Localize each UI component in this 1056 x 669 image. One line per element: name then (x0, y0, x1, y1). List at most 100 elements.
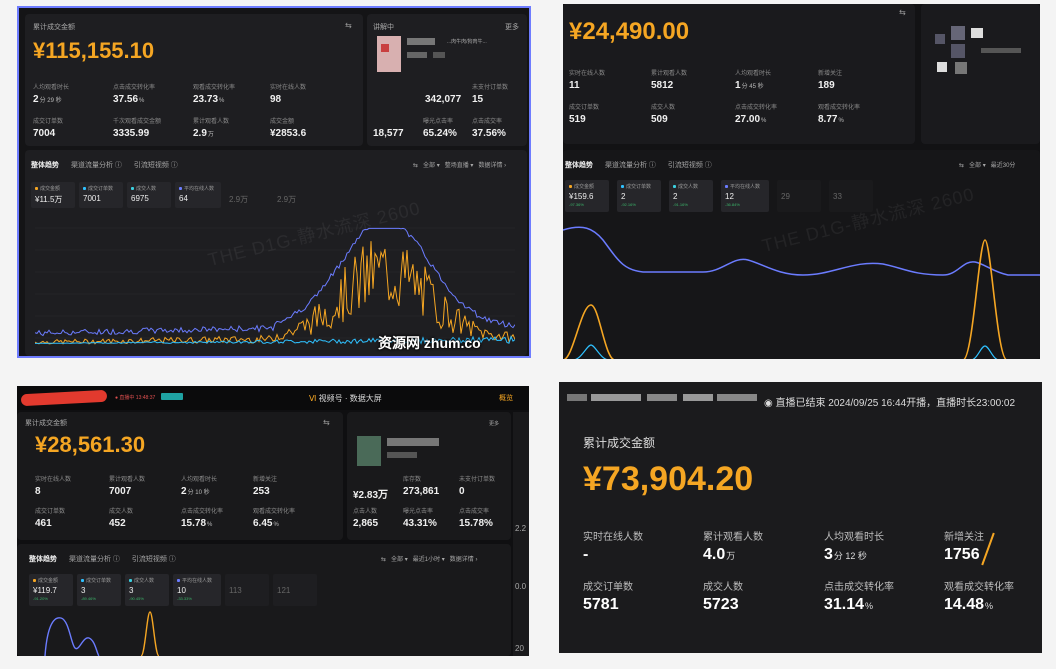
blurred-text (567, 394, 587, 401)
site-watermark: 资源网 zhum.co (378, 335, 481, 351)
blurred-image (971, 28, 983, 38)
tab-overall-trend[interactable]: 整体趋势 (29, 556, 57, 563)
metric-value: 1分 45 秒 (735, 80, 764, 91)
product-thumbnail[interactable] (357, 436, 381, 466)
trend-chart (44, 611, 160, 656)
status-badge (161, 393, 183, 400)
chip-orders[interactable]: 成交订单数 3 -89.46% (77, 574, 121, 606)
filter-all[interactable]: 全部 (969, 163, 982, 169)
metric-value: 37.56% (113, 94, 145, 105)
chip-gmv[interactable]: 成交金额 ¥119.7 -91.20% (29, 574, 73, 606)
metric-value: 5781 (583, 596, 619, 613)
chip-orders[interactable]: 成交订单数 2 -92.16% (617, 180, 661, 212)
chip-inactive[interactable]: 113 (225, 574, 269, 606)
tab-overview[interactable]: 概览 (499, 395, 513, 402)
metric-label: 点击人数 (353, 509, 378, 515)
chip-gmv[interactable]: 成交金额 ¥11.5万 (31, 182, 75, 208)
metric-value: 2分 29 秒 (33, 94, 62, 105)
swap-icon[interactable]: ⇆ (381, 557, 387, 563)
chip-buyers[interactable]: 成交人数 3 -90.45% (125, 574, 169, 606)
tab-channel-analysis[interactable]: 渠道流量分析 ⓘ (68, 556, 120, 563)
filter-range[interactable]: 最近1小时 (412, 557, 441, 563)
summary-title: 累计成交金额 (33, 24, 75, 31)
filter-details[interactable]: 数据详情 (449, 557, 474, 563)
blurred-text (433, 52, 445, 58)
chip-online[interactable]: 平均在线人数 64 (175, 182, 221, 208)
channel-logo-icon: Ⅵ (309, 394, 317, 403)
orders-series-line (35, 335, 515, 345)
summary-card: 累计成交金额 ⇆ ¥28,561.30 实时在线人数 8 累计观看人数 7007… (17, 412, 343, 540)
product-card (921, 4, 1040, 144)
more-link[interactable]: 更多 (505, 24, 519, 31)
side-value: 2.2 (515, 524, 527, 533)
chip-inactive[interactable]: 2.9万 (225, 182, 269, 208)
swap-icon[interactable]: ⇆ (323, 418, 330, 427)
filter-all[interactable]: 全部 (391, 557, 404, 563)
chip-inactive[interactable]: 121 (273, 574, 317, 606)
metric-value: 4.0万 (703, 546, 736, 563)
swap-icon[interactable]: ⇆ (959, 163, 965, 169)
metric-label: 未支付订单数 (472, 85, 509, 91)
product-thumbnail[interactable] (377, 36, 401, 72)
summary-title: 累计成交金额 (583, 436, 656, 450)
chip-buyers[interactable]: 成交人数 6975 (127, 182, 171, 208)
tab-short-video[interactable]: 引流短视频 ⓘ (667, 162, 712, 169)
metric-label: 点击成交转化率 (113, 85, 156, 91)
filter-all[interactable]: 全部 (423, 163, 436, 169)
metric-label: 观看成交转化率 (818, 105, 861, 111)
blurred-text (981, 48, 1021, 53)
summary-title: 累计成交金额 (25, 420, 67, 427)
online-series-line (35, 227, 515, 337)
chip-online[interactable]: 平均在线人数 10 -33.33% (173, 574, 221, 606)
metric-value: 11 (569, 80, 580, 91)
chip-orders[interactable]: 成交订单数 7001 (79, 182, 123, 208)
trend-tabs: 整体趋势 渠道流量分析 ⓘ 引流短视频 ⓘ (565, 160, 722, 170)
swap-icon[interactable]: ⇆ (413, 163, 419, 169)
gmv-series-line (962, 239, 1008, 359)
metric-value: ¥2853.6 (270, 128, 307, 139)
metric-label: 点击成交率 (472, 119, 503, 125)
filter-range[interactable]: 最近30分 (990, 163, 1016, 169)
summary-card: 累计成交金额 ⇆ ¥115,155.10 人均观看时长 2分 29 秒 点击成交… (25, 14, 363, 146)
metric-label: 观看成交转化率 (193, 85, 236, 91)
tab-channel-analysis[interactable]: 渠道流量分析 ⓘ (70, 162, 122, 169)
trend-chart (35, 227, 515, 345)
metric-value: 15.78% (459, 518, 493, 529)
metric-value: 23.73% (193, 94, 225, 105)
more-link[interactable]: 更多 (489, 421, 500, 427)
gmv-series-line (140, 611, 160, 656)
metric-value: 15 (472, 94, 484, 105)
metric-label: 实时在线人数 (35, 477, 72, 483)
metric-value: 7004 (33, 128, 56, 139)
tab-overall-trend[interactable]: 整体趋势 (31, 162, 59, 169)
metric-label: 成交人数 (651, 105, 676, 111)
metric-value: 189 (818, 80, 835, 91)
tab-short-video[interactable]: 引流短视频 ⓘ (133, 162, 178, 169)
trend-filters: ⇆ 全部 ▾ 整场直播 ▾ 数据详情 › (413, 163, 507, 169)
tab-channel-analysis[interactable]: 渠道流量分析 ⓘ (604, 162, 656, 169)
metric-label: 人均观看时长 (181, 477, 218, 483)
filter-details[interactable]: 数据详情 (478, 163, 503, 169)
orders-series-line (574, 344, 608, 359)
swap-icon[interactable]: ⇆ (899, 8, 906, 17)
trend-tabs: 整体趋势 渠道流量分析 ⓘ 引流短视频 ⓘ (31, 160, 188, 170)
metric-value: 461 (35, 518, 52, 529)
metric-value: 31.14% (824, 596, 874, 613)
chip-gmv[interactable]: 成交金额 ¥159.6 -97.36% (565, 180, 609, 212)
filter-range[interactable]: 整场直播 (444, 163, 469, 169)
metric-label: 成交订单数 (35, 509, 66, 515)
metric-value: 2.9万 (193, 128, 214, 139)
trend-card: 整体趋势 渠道流量分析 ⓘ 引流短视频 ⓘ ⇆ 全部 ▾ 最近30分 成交金额 ¥… (563, 150, 1040, 359)
metric-label: 人均观看时长 (824, 532, 884, 543)
swap-icon[interactable]: ⇆ (345, 21, 352, 30)
tab-overall-trend[interactable]: 整体趋势 (565, 162, 593, 169)
tab-short-video[interactable]: 引流短视频 ⓘ (131, 556, 176, 563)
chip-inactive[interactable]: 2.9万 (273, 182, 317, 208)
chip-buyers[interactable]: 成交人数 2 -91.16% (669, 180, 713, 212)
chip-inactive[interactable]: 33 (829, 180, 873, 212)
chip-inactive[interactable]: 29 (777, 180, 821, 212)
chip-online[interactable]: 平均在线人数 12 -36.84% (721, 180, 769, 212)
metric-label: 累计观看人数 (109, 477, 146, 483)
metric-value: 8.77% (818, 114, 844, 125)
blurred-image (951, 44, 965, 58)
